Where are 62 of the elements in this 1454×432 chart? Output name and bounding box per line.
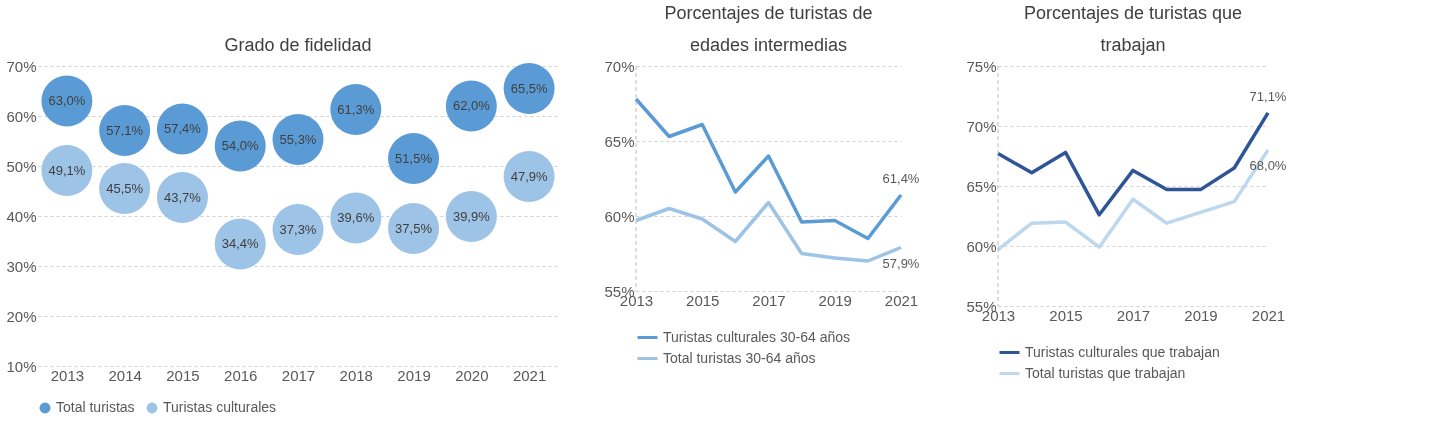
legend-label: Total turistas [56, 399, 135, 415]
y-tick-label: 30% [6, 257, 37, 275]
x-tick-label: 2017 [752, 291, 786, 309]
data-label: 43,7% [164, 189, 202, 205]
legend-label: Total turistas 30-64 años [663, 349, 816, 366]
y-tick-label: 65% [604, 132, 635, 150]
x-tick-label: 2018 [339, 366, 373, 384]
x-tick-label: 2021 [1251, 306, 1286, 324]
x-tick-label: 2013 [50, 366, 85, 384]
x-tick-label: 2015 [1049, 306, 1083, 324]
x-tick-label: 2019 [1184, 306, 1218, 324]
data-label: 54,0% [221, 138, 260, 153]
data-label: 39,6% [337, 210, 375, 225]
chart-title: Porcentajes de turistas de edades intermedias [664, 3, 873, 55]
data-label: 57,9% [882, 255, 920, 271]
data-label: 51,5% [395, 150, 433, 166]
legend-label: Total turistas que trabajan [1025, 364, 1186, 381]
data-label: 68,0% [1249, 158, 1287, 173]
y-tick-label: 20% [6, 307, 37, 325]
y-tick-label: 60% [966, 237, 997, 255]
data-label: 47,9% [510, 168, 548, 184]
y-tick-label: 40% [6, 207, 37, 225]
y-tick-label: 60% [6, 107, 37, 125]
data-label: 39,9% [452, 208, 491, 224]
data-label: 71,1% [1249, 88, 1287, 104]
data-label: 34,4% [221, 236, 260, 251]
y-tick-label: 10% [6, 357, 37, 375]
data-label: 55,3% [279, 131, 317, 147]
y-tick-label: 60% [604, 207, 635, 225]
x-tick-label: 2017 [1116, 306, 1151, 324]
x-tick-label: 2015 [166, 366, 200, 384]
y-tick-label: 70% [604, 57, 635, 75]
y-tick-label: 65% [966, 177, 997, 195]
legend-label: Turistas culturales 30-64 años [663, 328, 851, 345]
data-label: 61,3% [337, 101, 375, 117]
data-label: 45,5% [106, 180, 144, 196]
x-tick-label: 2019 [397, 366, 431, 384]
x-tick-label: 2021 [512, 366, 547, 384]
x-tick-label: 2015 [686, 291, 720, 309]
data-label: 62,0% [452, 98, 491, 113]
data-label: 37,5% [395, 220, 433, 236]
x-tick-label: 2020 [455, 366, 489, 384]
x-tick-label: 2019 [818, 291, 852, 309]
legend-label: Turistas culturales que trabajan [1025, 343, 1220, 360]
chart-title: Porcentajes de turistas que trabajan [1023, 3, 1243, 55]
y-tick-label: 50% [6, 157, 37, 175]
legend-label: Turistas culturales [163, 399, 277, 415]
x-tick-label: 2017 [281, 366, 316, 384]
data-label: 57,4% [164, 121, 202, 136]
y-tick-label: 70% [966, 117, 997, 135]
data-label: 63,0% [48, 93, 86, 108]
x-tick-label: 2016 [224, 366, 258, 384]
x-tick-label: 2014 [108, 366, 142, 384]
data-label: 57,1% [106, 122, 144, 138]
data-label: 61,4% [882, 171, 920, 186]
y-tick-label: 75% [966, 57, 997, 75]
x-tick-label: 2021 [884, 291, 919, 309]
chart-title: Grado de fidelidad [224, 35, 372, 55]
data-label: 49,1% [48, 162, 86, 178]
data-label: 37,3% [279, 221, 317, 237]
y-tick-label: 70% [6, 57, 37, 75]
data-label: 65,5% [510, 80, 548, 96]
